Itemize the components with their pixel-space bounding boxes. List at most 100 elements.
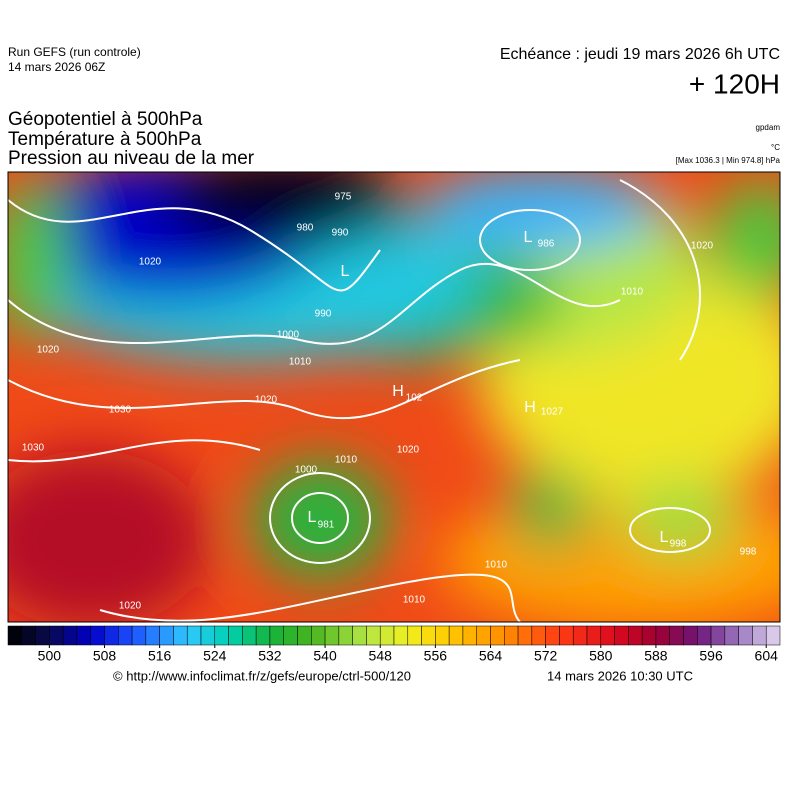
colorbar-cell [90, 625, 105, 646]
colorbar-cell [379, 625, 395, 646]
map-label: 990 [315, 309, 332, 320]
map-label: 990 [332, 228, 349, 239]
map: 975 990 980 L L 986 1000 990 1010 1020 1… [8, 172, 780, 622]
map-label: 1027 [541, 407, 564, 418]
colorbar-cell [448, 625, 464, 646]
map-label: 986 [538, 239, 555, 250]
colorbar-cell [173, 625, 188, 646]
map-label: 1010 [403, 595, 426, 606]
colorbar-tick-label: 588 [644, 648, 668, 664]
colorbar-cell [655, 625, 670, 646]
colorbar-cell [752, 625, 767, 646]
colorbar-cell [311, 625, 326, 646]
colorbar-cell [421, 625, 436, 646]
colorbar-cell [76, 625, 91, 646]
colorbar-cell [145, 625, 160, 646]
map-label: L [341, 263, 350, 280]
colorbar-tick-label: 564 [479, 648, 503, 664]
map-label: H [524, 399, 536, 416]
colorbar-tick-label: 500 [38, 648, 62, 664]
map-label: 1020 [397, 445, 420, 456]
colorbar-cell [186, 625, 202, 646]
colorbar-tick-label: 580 [589, 648, 613, 664]
colorbar-cell [545, 625, 560, 646]
colorbar-cell [586, 625, 602, 646]
colorbar-cell [118, 625, 133, 646]
colorbar-cell [393, 625, 409, 646]
map-label: 980 [297, 223, 314, 234]
issued-time: 14 mars 2026 10:30 UTC [547, 668, 693, 683]
map-label: 1010 [335, 455, 358, 466]
unit-geo: gpdam [756, 123, 781, 132]
colorbar-cell [504, 625, 519, 646]
map-label: 1010 [621, 287, 644, 298]
colorbar-cell [324, 625, 340, 646]
colorbar-cell [7, 625, 23, 646]
colorbar-cell [559, 625, 574, 646]
colorbar-cell [724, 625, 739, 646]
colorbar-cell [531, 625, 546, 646]
colorbar-cell [269, 625, 284, 646]
source-url: © http://www.infoclimat.fr/z/gefs/europe… [113, 668, 411, 683]
colorbar-cell [669, 625, 684, 646]
colorbar-cell [628, 625, 643, 646]
map-label: L [308, 509, 317, 526]
colorbar-cell [765, 625, 781, 646]
valid-time: Echéance : jeudi 19 mars 2026 6h UTC [500, 46, 780, 63]
colorbar-cell [159, 625, 174, 646]
map-label: 1000 [277, 330, 300, 341]
colorbar-tick-label: 604 [755, 648, 779, 664]
map-label: 1010 [289, 357, 312, 368]
colorbar-cell [462, 625, 477, 646]
colorbar-tick-label: 508 [93, 648, 117, 664]
colorbar-cell [297, 625, 312, 646]
colorbar-cell [683, 625, 698, 646]
colorbar-tick-label: 524 [203, 648, 227, 664]
map-label: 981 [318, 520, 335, 531]
colorbar-tick-label: 548 [369, 648, 393, 664]
colorbar-cell [352, 625, 367, 646]
colorbar-cell [35, 625, 50, 646]
colorbar-cell [255, 625, 271, 646]
colorbar-cell [710, 625, 726, 646]
colorbar-cell [49, 625, 64, 646]
colorbar: 500 508 516 524 532 540 548 556 564 572 580 588 596 6… [7, 625, 781, 664]
colorbar-tick-label: 532 [258, 648, 282, 664]
map-label: H [392, 383, 404, 400]
colorbar-cell [641, 625, 657, 646]
map-label: 1000 [295, 465, 318, 476]
colorbar-cell [600, 625, 615, 646]
map-label: L [660, 529, 669, 546]
field-2: Température à 500hPa [8, 129, 202, 150]
colorbar-cell [407, 625, 422, 646]
colorbar-cell [614, 625, 629, 646]
field-3: Pression au niveau de la mer [8, 148, 255, 169]
run-name: Run GEFS (run controle) [8, 45, 141, 59]
map-label: 1030 [22, 443, 45, 454]
colorbar-cell [738, 625, 753, 646]
field-1: Géopotentiel à 500hPa [8, 109, 203, 130]
map-label: 998 [740, 547, 757, 558]
colorbar-cell [338, 625, 353, 646]
colorbar-cell [517, 625, 533, 646]
map-label: 1010 [485, 560, 508, 571]
colorbar-cell [200, 625, 216, 646]
map-label: 1020 [37, 345, 60, 356]
map-label: 975 [335, 192, 352, 203]
map-label: 998 [670, 539, 687, 550]
map-label: 1020 [139, 257, 162, 268]
colorbar-tick-label: 572 [534, 648, 558, 664]
colorbar-cell [476, 625, 491, 646]
colorbar-cell [283, 625, 298, 646]
colorbar-tick-label: 556 [424, 648, 448, 664]
map-label: 1020 [691, 241, 714, 252]
colorbar-cell [242, 625, 257, 646]
colorbar-tick-label: 540 [313, 648, 337, 664]
map-label: 102 [406, 393, 423, 404]
colorbar-cell [490, 625, 505, 646]
pressure-range: [Max 1036.3 | Min 974.8] hPa [676, 156, 781, 165]
colorbar-cell [572, 625, 588, 646]
colorbar-cell [435, 625, 450, 646]
colorbar-tick-label: 516 [148, 648, 172, 664]
map-label: 1030 [109, 405, 132, 416]
